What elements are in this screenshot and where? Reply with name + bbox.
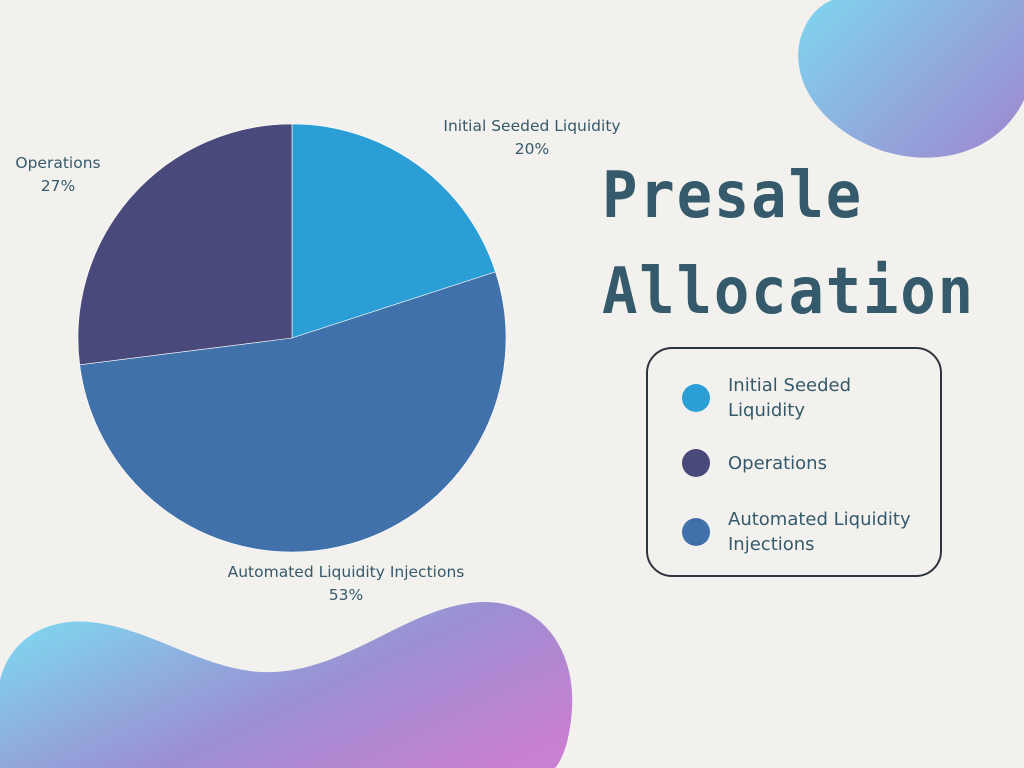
slice-percent-operations: 27% [41,177,75,195]
legend-item-initial-seeded-liquidity: Initial Seeded Liquidity [682,373,928,423]
legend-label-initial-seeded-liquidity: Initial Seeded Liquidity [728,375,852,421]
decorative-blob-top-right [798,0,1024,158]
legend-label-operations: Operations [728,452,827,474]
pie-slice-operations [77,123,293,366]
page-title: Presale Allocation [602,148,975,340]
title-line-2: Allocation [602,255,975,329]
legend-label-automated-liquidity-injections: Automated Liquidity Injections [728,509,911,555]
slice-label-initial-seeded-liquidity: Initial Seeded Liquidity [443,117,620,135]
slice-percent-automated-liquidity-injections: 53% [329,586,363,604]
slice-percent-initial-seeded-liquidity: 20% [515,140,549,158]
legend-swatch-initial-seeded-liquidity [682,384,710,412]
title-line-1: Presale [602,159,864,233]
slice-label-operations: Operations [15,154,100,172]
legend-item-operations: Operations [682,449,928,477]
pie-slice-automated-liquidity-injections [79,271,507,553]
pie-slice-initial-seeded-liquidity [291,123,496,339]
slice-label-automated-liquidity-injections: Automated Liquidity Injections [228,563,465,581]
legend-swatch-automated-liquidity-injections [682,518,710,546]
decorative-blob-bottom-left [0,602,573,768]
legend-swatch-operations [682,449,710,477]
legend-item-automated-liquidity-injections: Automated Liquidity Injections [682,507,928,557]
chart-legend: Initial Seeded Liquidity Operations Auto… [646,347,942,577]
